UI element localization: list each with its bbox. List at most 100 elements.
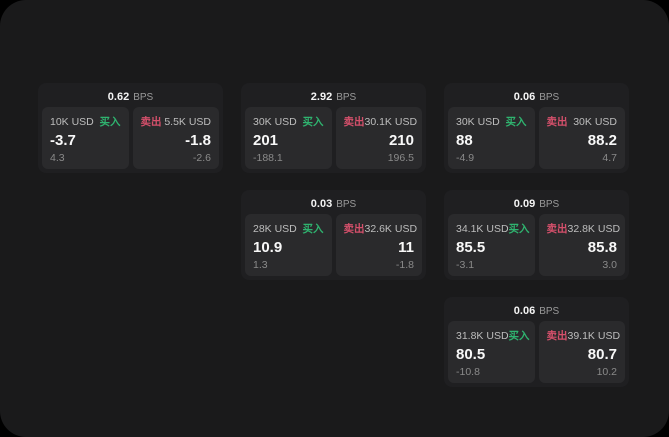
buy-sub-value: 1.3	[253, 258, 268, 271]
buy-amount: 10K USD	[50, 115, 94, 128]
sell-side-label: 卖出	[546, 223, 568, 235]
quote-card-5: 0.09 BPS 34.1K USD 买入 85.5 -3.1 卖出 32.8K…	[444, 190, 629, 280]
quote-card-3: 0.06 BPS 30K USD 买入 88 -4.9 卖出 30K USD	[444, 83, 629, 173]
buy-panel-top: 28K USD 买入	[253, 221, 324, 236]
buy-panel[interactable]: 34.1K USD 买入 85.5 -3.1	[448, 214, 535, 276]
sell-price: 210	[388, 132, 414, 150]
buy-panel[interactable]: 31.8K USD 买入 80.5 -10.8	[448, 321, 535, 383]
quote-card-1: 0.62 BPS 10K USD 买入 -3.7 4.3 卖出 5.5K USD	[38, 83, 223, 173]
sell-panel[interactable]: 卖出 39.1K USD 80.7 10.2	[538, 321, 625, 383]
sell-side-label: 卖出	[140, 116, 162, 128]
quote-card-4: 0.03 BPS 28K USD 买入 10.9 1.3 卖出 32.6K US…	[241, 190, 426, 280]
card-header: 0.06 BPS	[448, 301, 625, 321]
sell-panel-top: 卖出 39.1K USD	[546, 328, 621, 343]
sell-panel-top: 卖出 30.1K USD	[344, 114, 418, 129]
buy-sub-value: -10.8	[456, 365, 480, 378]
sell-price: 80.7	[587, 346, 617, 364]
buy-amount: 31.8K USD	[456, 329, 509, 342]
buy-sub-value: -4.9	[456, 151, 475, 164]
sell-sub-value: -2.6	[192, 151, 211, 164]
quote-cards-grid: 0.62 BPS 10K USD 买入 -3.7 4.3 卖出 5.5K USD	[38, 83, 629, 387]
sell-sub-value: 196.5	[387, 151, 414, 164]
sell-sub-value: 4.7	[602, 151, 617, 164]
bps-value: 0.06	[513, 91, 536, 103]
sell-price: 88.2	[587, 132, 617, 150]
buy-amount: 28K USD	[253, 222, 297, 235]
sell-sub-value: -1.8	[395, 258, 414, 271]
bps-unit-label: BPS	[539, 91, 560, 103]
buy-side-label: 买入	[302, 223, 324, 235]
bps-unit-label: BPS	[336, 91, 357, 103]
buy-panel[interactable]: 28K USD 买入 10.9 1.3	[245, 214, 332, 276]
bps-value: 2.92	[310, 91, 333, 103]
quote-card-2: 2.92 BPS 30K USD 买入 201 -188.1 卖出 30.1K …	[241, 83, 426, 173]
buy-panel-top: 10K USD 买入	[50, 114, 121, 129]
sell-amount: 30K USD	[573, 115, 617, 128]
sell-amount: 5.5K USD	[164, 115, 211, 128]
buy-side-label: 买入	[505, 116, 527, 128]
buy-sub-value: 4.3	[50, 151, 65, 164]
bps-value: 0.62	[107, 91, 130, 103]
sell-amount: 32.8K USD	[567, 222, 621, 235]
buy-side-label: 买入	[302, 116, 324, 128]
sell-price: -1.8	[185, 132, 211, 150]
panels: 10K USD 买入 -3.7 4.3 卖出 5.5K USD -1.8 -2.…	[42, 107, 219, 169]
buy-side-label: 买入	[99, 116, 121, 128]
card-header: 0.09 BPS	[448, 194, 625, 214]
sell-sub-value: 3.0	[602, 258, 617, 271]
panels: 30K USD 买入 201 -188.1 卖出 30.1K USD 210 1…	[245, 107, 422, 169]
bps-unit-label: BPS	[539, 305, 560, 317]
sell-panel[interactable]: 卖出 30.1K USD 210 196.5	[335, 107, 422, 169]
buy-price: 201	[253, 132, 279, 150]
bps-unit-label: BPS	[133, 91, 154, 103]
buy-price: -3.7	[50, 132, 76, 150]
sell-panel-top: 卖出 30K USD	[547, 114, 618, 129]
sell-sub-value: 10.2	[596, 365, 617, 378]
bps-unit-label: BPS	[539, 198, 560, 210]
card-header: 0.03 BPS	[245, 194, 422, 214]
panels: 28K USD 买入 10.9 1.3 卖出 32.6K USD 11 -1.8	[245, 214, 422, 276]
buy-panel-top: 31.8K USD 买入	[456, 328, 530, 343]
sell-panel-top: 卖出 5.5K USD	[141, 114, 212, 129]
bps-value: 0.06	[513, 305, 536, 317]
buy-panel[interactable]: 30K USD 买入 88 -4.9	[448, 107, 535, 169]
sell-panel[interactable]: 卖出 30K USD 88.2 4.7	[538, 107, 625, 169]
panels: 30K USD 买入 88 -4.9 卖出 30K USD 88.2 4.7	[448, 107, 625, 169]
sell-panel[interactable]: 卖出 32.8K USD 85.8 3.0	[538, 214, 625, 276]
bps-value: 0.09	[513, 198, 536, 210]
buy-panel-top: 30K USD 买入	[253, 114, 324, 129]
buy-panel-top: 34.1K USD 买入	[456, 221, 530, 236]
sell-side-label: 卖出	[546, 330, 568, 342]
sell-amount: 39.1K USD	[567, 329, 621, 342]
buy-amount: 30K USD	[456, 115, 500, 128]
sell-side-label: 卖出	[343, 223, 365, 235]
quote-card-6: 0.06 BPS 31.8K USD 买入 80.5 -10.8 卖出 39.1…	[444, 297, 629, 387]
bps-value: 0.03	[310, 198, 333, 210]
buy-side-label: 买入	[508, 223, 530, 235]
sell-side-label: 卖出	[546, 116, 568, 128]
buy-sub-value: -188.1	[253, 151, 283, 164]
sell-price: 11	[398, 239, 414, 257]
buy-price: 85.5	[456, 239, 486, 257]
buy-price: 80.5	[456, 346, 486, 364]
sell-price: 85.8	[587, 239, 617, 257]
buy-panel[interactable]: 10K USD 买入 -3.7 4.3	[42, 107, 129, 169]
buy-panel[interactable]: 30K USD 买入 201 -188.1	[245, 107, 332, 169]
sell-amount: 30.1K USD	[364, 115, 418, 128]
sell-panel[interactable]: 卖出 5.5K USD -1.8 -2.6	[132, 107, 219, 169]
buy-amount: 34.1K USD	[456, 222, 509, 235]
buy-price: 88	[456, 132, 473, 150]
panels: 31.8K USD 买入 80.5 -10.8 卖出 39.1K USD 80.…	[448, 321, 625, 383]
sell-panel-top: 卖出 32.6K USD	[343, 221, 418, 236]
sell-panel-top: 卖出 32.8K USD	[546, 221, 621, 236]
buy-panel-top: 30K USD 买入	[456, 114, 527, 129]
sell-panel[interactable]: 卖出 32.6K USD 11 -1.8	[335, 214, 422, 276]
panels: 34.1K USD 买入 85.5 -3.1 卖出 32.8K USD 85.8…	[448, 214, 625, 276]
card-header: 0.62 BPS	[42, 87, 219, 107]
buy-price: 10.9	[253, 239, 283, 257]
sell-amount: 32.6K USD	[364, 222, 418, 235]
buy-sub-value: -3.1	[456, 258, 475, 271]
bps-unit-label: BPS	[336, 198, 357, 210]
buy-side-label: 买入	[508, 330, 530, 342]
